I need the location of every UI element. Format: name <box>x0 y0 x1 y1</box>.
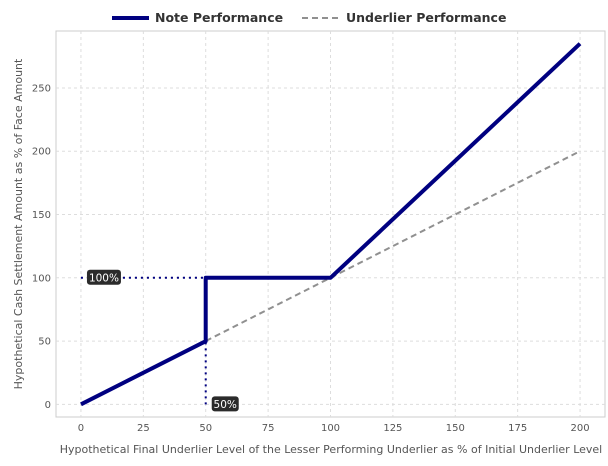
annotation-label: 100% <box>89 272 119 284</box>
x-tick-label: 100 <box>321 423 340 434</box>
y-axis-label: Hypothetical Cash Settlement Amount as %… <box>12 58 25 389</box>
y-tick-label: 200 <box>32 147 51 158</box>
x-tick-label: 200 <box>570 423 589 434</box>
x-tick-label: 150 <box>446 423 465 434</box>
annotation-box <box>86 269 121 285</box>
legend-label-note: Note Performance <box>155 10 283 25</box>
x-tick-label: 125 <box>383 423 402 434</box>
y-tick-label: 150 <box>32 210 51 221</box>
x-tick-label: 50 <box>199 423 212 434</box>
legend-label-underlier: Underlier Performance <box>346 10 506 25</box>
y-tick-labels: 0 50 100 150 200 250 <box>32 83 51 410</box>
x-tick-label: 0 <box>78 423 84 434</box>
x-tick-labels: 0 25 50 75 100 125 150 175 200 <box>78 423 590 434</box>
y-tick-label: 250 <box>32 83 51 94</box>
legend: Note Performance Underlier Performance <box>112 10 506 25</box>
y-tick-label: 50 <box>38 337 51 348</box>
x-tick-label: 175 <box>508 423 527 434</box>
x-tick-label: 25 <box>137 423 150 434</box>
x-axis-label: Hypothetical Final Underlier Level of th… <box>60 443 603 456</box>
annotation-guides <box>80 276 207 405</box>
series-line <box>80 42 582 407</box>
annotation-label: 50% <box>214 399 237 411</box>
y-tick-label: 100 <box>32 273 51 284</box>
series <box>80 42 582 407</box>
annotations: 100% 50% <box>86 269 239 412</box>
annotation-box <box>211 396 239 412</box>
y-tick-label: 0 <box>45 400 51 411</box>
grid <box>56 31 605 417</box>
x-tick-label: 75 <box>262 423 275 434</box>
